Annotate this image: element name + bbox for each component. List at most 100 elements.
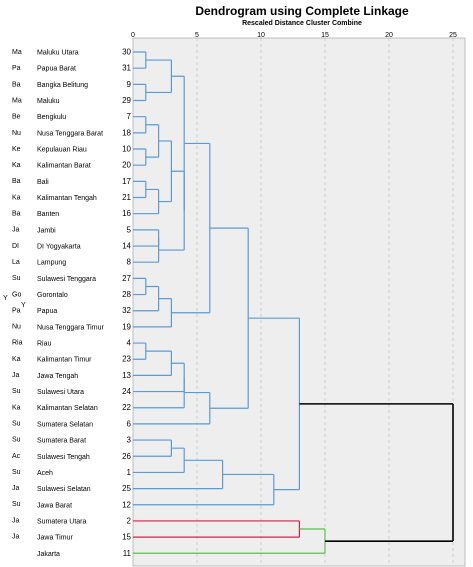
x-tick-label: 15 <box>321 32 329 39</box>
truncated-row-label: Ma <box>12 49 22 56</box>
truncated-row-label: Su <box>12 275 21 282</box>
leaf-label: Jawa Barat <box>37 502 72 509</box>
leaf-id: 4 <box>127 339 132 348</box>
truncated-row-label: Be <box>12 114 21 121</box>
leaf-id: 3 <box>127 436 132 445</box>
leaf-id: 1 <box>127 468 132 477</box>
leaf-label: Kalimantan Barat <box>37 163 91 170</box>
leaf-label: Sumatera Selatan <box>37 421 93 428</box>
leaf-label: Jakarta <box>37 551 60 558</box>
leaf-label: Jawa Timur <box>37 535 73 542</box>
leaf-id: 14 <box>122 242 131 251</box>
leaf-label: Sumatera Utara <box>37 518 87 525</box>
x-tick-label: 20 <box>385 32 393 39</box>
truncated-row-label: Pa <box>12 307 21 314</box>
x-tick-label: 25 <box>449 32 457 39</box>
leaf-id: 5 <box>127 225 132 234</box>
leaf-id: 7 <box>127 112 132 121</box>
leaf-label: DI Yogyakarta <box>37 244 81 251</box>
leaf-label: Maluku <box>37 98 60 105</box>
leaf-id: 6 <box>127 419 132 428</box>
leaf-label: Bangka Belitung <box>37 82 88 89</box>
truncated-row-label: Ka <box>12 356 21 363</box>
y-axis-letter: Y <box>21 302 26 309</box>
truncated-row-label: Ja <box>12 485 20 492</box>
leaf-id: 26 <box>122 452 131 461</box>
leaf-label: Nusa Tenggara Timur <box>37 324 104 331</box>
leaf-label: Sulawesi Utara <box>37 389 84 396</box>
leaf-id: 23 <box>122 355 131 364</box>
leaf-label: Bengkulu <box>37 114 66 121</box>
leaf-label: Sulawesi Tenggara <box>37 276 96 283</box>
leaf-id: 24 <box>122 387 131 396</box>
leaf-id: 25 <box>122 484 131 493</box>
truncated-row-label: Ria <box>12 340 23 347</box>
leaf-id: 32 <box>122 306 131 315</box>
x-tick-label: 5 <box>195 32 199 39</box>
leaf-label: Sumatera Barat <box>37 438 86 445</box>
y-axis-letter: Y <box>3 295 8 302</box>
leaf-id: 16 <box>122 209 131 218</box>
leaf-id: 15 <box>122 533 131 542</box>
truncated-row-label: Ka <box>12 162 21 169</box>
truncated-row-label: Ba <box>12 81 21 88</box>
leaf-label: Gorontalo <box>37 292 68 299</box>
truncated-row-label: La <box>12 259 20 266</box>
truncated-row-label: Su <box>12 388 21 395</box>
truncated-row-label: Nu <box>12 324 21 331</box>
leaf-id: 2 <box>127 516 132 525</box>
leaf-id: 8 <box>127 258 132 267</box>
truncated-row-label: Su <box>12 437 21 444</box>
leaf-id: 22 <box>122 403 131 412</box>
leaf-id: 19 <box>122 322 131 331</box>
truncated-row-label: Go <box>12 291 21 298</box>
leaf-label: Kalimantan Tengah <box>37 195 97 202</box>
truncated-row-label: Ja <box>12 227 20 234</box>
leaf-label: Kalimantan Selatan <box>37 405 98 412</box>
leaf-label: Jawa Tengah <box>37 373 78 380</box>
leaf-id: 18 <box>122 128 131 137</box>
leaf-id: 27 <box>122 274 131 283</box>
truncated-row-label: Ka <box>12 404 21 411</box>
leaf-label: Sulawesi Selatan <box>37 486 91 493</box>
leaf-id: 29 <box>122 96 131 105</box>
leaf-label: Bali <box>37 179 49 186</box>
truncated-row-label: DI <box>12 243 19 250</box>
leaf-label: Aceh <box>37 470 53 477</box>
leaf-id: 10 <box>122 145 131 154</box>
leaf-id: 9 <box>127 80 132 89</box>
truncated-row-label: Pa <box>12 65 21 72</box>
leaf-id: 28 <box>122 290 131 299</box>
truncated-row-label: Ja <box>12 534 20 541</box>
truncated-row-label: Ma <box>12 97 22 104</box>
leaf-label: Lampung <box>37 260 66 267</box>
leaf-label: Kepulauan Riau <box>37 147 87 154</box>
leaf-label: Papua Barat <box>37 66 76 73</box>
leaf-id: 30 <box>122 48 131 57</box>
truncated-row-label: Ac <box>12 453 21 460</box>
leaf-label: Nusa Tenggara Barat <box>37 130 103 137</box>
leaf-id: 17 <box>122 177 131 186</box>
leaf-label: Banten <box>37 211 59 218</box>
truncated-row-label: Su <box>12 420 21 427</box>
leaf-label: Riau <box>37 341 52 348</box>
truncated-row-label: Ke <box>12 146 21 153</box>
leaf-id: 11 <box>123 549 132 558</box>
leaf-id: 13 <box>122 371 131 380</box>
truncated-row-label: Nu <box>12 130 21 137</box>
truncated-row-label: Su <box>12 469 21 476</box>
truncated-row-label: Ja <box>12 517 20 524</box>
x-tick-label: 10 <box>257 32 265 39</box>
truncated-row-label: Ja <box>12 372 20 379</box>
truncated-row-label: Su <box>12 501 21 508</box>
truncated-row-label: Ba <box>12 211 21 218</box>
leaf-id: 20 <box>122 161 131 170</box>
leaf-label: Sulawesi Tengah <box>37 454 90 461</box>
leaf-label: Maluku Utara <box>37 50 79 57</box>
leaf-id: 12 <box>122 500 131 509</box>
leaf-label: Kalimantan Timur <box>37 357 92 364</box>
truncated-row-label: Ba <box>12 178 21 185</box>
leaf-label: Jambi <box>37 227 56 234</box>
x-tick-label: 0 <box>131 32 135 39</box>
